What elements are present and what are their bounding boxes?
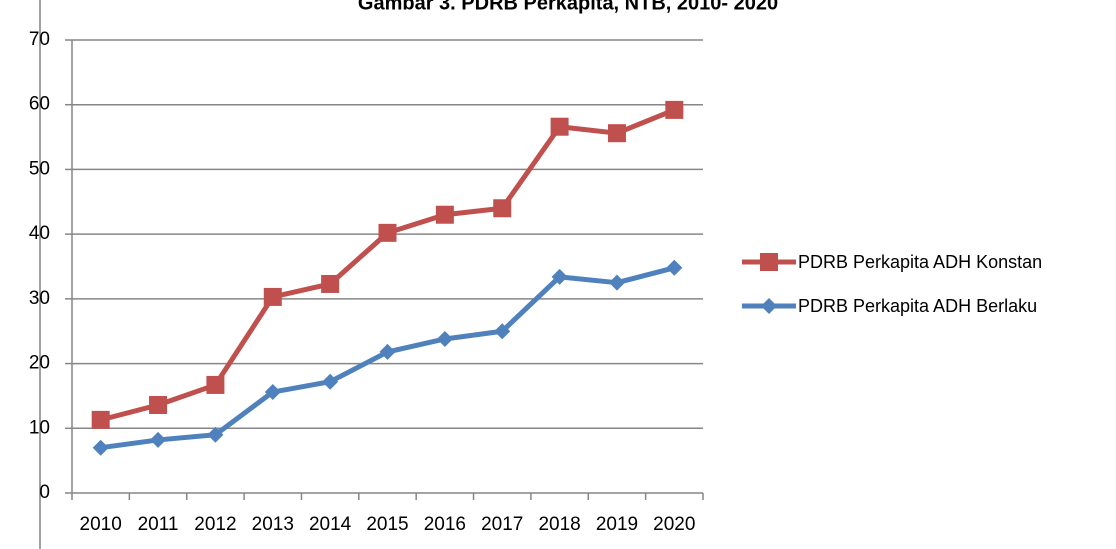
data-point xyxy=(378,223,397,242)
data-point xyxy=(666,259,683,276)
data-point xyxy=(207,426,224,443)
data-point xyxy=(665,100,684,119)
y-tick-label: 10 xyxy=(29,417,50,438)
x-tick-label: 2013 xyxy=(252,514,294,535)
data-point xyxy=(150,431,167,448)
data-point xyxy=(91,410,110,429)
data-point xyxy=(321,274,340,293)
x-tick-label: 2012 xyxy=(194,514,236,535)
data-point xyxy=(436,330,453,347)
data-point xyxy=(551,268,568,285)
x-tick-label: 2014 xyxy=(309,514,352,535)
data-point xyxy=(607,124,626,143)
y-tick-label: 60 xyxy=(29,94,50,115)
legend-label: PDRB Perkapita ADH Konstan xyxy=(798,252,1042,272)
x-tick-label: 2015 xyxy=(366,514,408,535)
y-tick-label: 40 xyxy=(29,223,50,244)
data-point xyxy=(435,205,454,224)
data-point xyxy=(550,117,569,136)
data-point xyxy=(264,384,281,401)
series-line xyxy=(100,107,676,423)
data-point xyxy=(206,375,225,394)
data-point xyxy=(493,199,512,218)
data-point xyxy=(149,395,168,414)
chart-title: Gambar 3. PDRB Perkapita, NTB, 2010- 202… xyxy=(358,0,778,14)
x-tick-label: 2018 xyxy=(538,514,580,535)
x-tick-label: 2010 xyxy=(80,514,122,535)
x-tick-label: 2020 xyxy=(653,514,695,535)
x-tick-label: 2019 xyxy=(596,514,638,535)
data-point xyxy=(322,373,339,390)
y-tick-label: 50 xyxy=(29,158,50,179)
x-tick-label: 2017 xyxy=(481,514,523,535)
data-point xyxy=(263,287,282,306)
data-point xyxy=(494,323,511,340)
x-tick-label: 2011 xyxy=(138,514,179,535)
legend-label: PDRB Perkapita ADH Berlaku xyxy=(798,296,1037,316)
data-point xyxy=(379,343,396,360)
legend-marker xyxy=(761,298,777,314)
legend-marker xyxy=(760,253,778,271)
y-tick-label: 70 xyxy=(29,29,50,50)
data-point xyxy=(92,439,109,456)
y-tick-label: 20 xyxy=(29,353,50,374)
data-point xyxy=(608,274,625,291)
y-tick-label: 30 xyxy=(29,288,50,309)
y-tick-label: 0 xyxy=(39,482,50,503)
x-tick-label: 2016 xyxy=(424,514,466,535)
